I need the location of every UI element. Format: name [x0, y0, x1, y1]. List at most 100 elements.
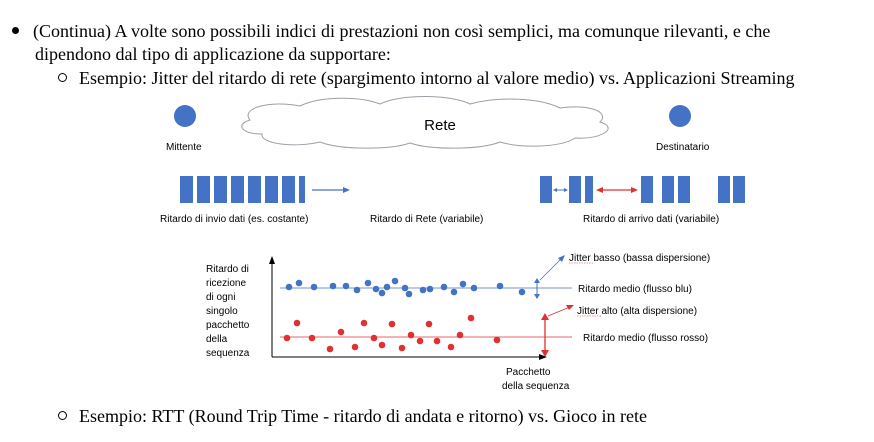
bullet-dot-icon — [12, 27, 19, 35]
jitter-low-label: Jitter basso (bassa dispersione) — [569, 253, 710, 264]
sender-node-icon — [174, 105, 196, 127]
y-axis-label-line: pacchetto — [206, 320, 250, 331]
red-point — [425, 320, 433, 328]
red-point — [493, 336, 501, 344]
sent-packet — [231, 176, 244, 203]
arrival-delay-label: Ritardo di arrivo dati (variabile) — [583, 214, 719, 225]
sub-bullet-jitter: Esempio: Jitter del ritardo di rete (spa… — [58, 67, 795, 89]
blue-point — [426, 285, 434, 293]
red-point — [293, 319, 301, 327]
bullet-circle-icon — [58, 73, 67, 83]
sent-packet — [214, 176, 227, 203]
blue-point — [450, 288, 458, 296]
received-packet — [540, 176, 552, 203]
main-bullet-text-1: (Continua) A volte sono possibili indici… — [33, 21, 771, 41]
blue-point — [353, 286, 361, 294]
blue-point — [383, 283, 391, 291]
y-axis-arrow-icon — [269, 256, 275, 264]
blue-point — [440, 283, 448, 291]
sender-label: Mittente — [166, 142, 202, 153]
y-axis-label-line: sequenza — [206, 348, 250, 359]
received-packet — [662, 176, 674, 203]
received-packet — [733, 176, 745, 203]
blue-point — [401, 284, 409, 292]
sent-packets — [180, 176, 305, 203]
received-packet — [569, 176, 581, 203]
blue-point — [372, 285, 380, 293]
receiver-node-icon — [669, 105, 691, 127]
arrow-head-icon — [564, 188, 568, 192]
sent-packet — [180, 176, 193, 203]
blue-point — [285, 283, 293, 291]
sent-packet — [248, 176, 261, 203]
main-bullet-text-2: dipendono dal tipo di applicazione da su… — [35, 44, 391, 64]
arrow-head-icon — [534, 278, 540, 283]
send-arrow-head-icon — [343, 187, 350, 193]
blue-point — [405, 290, 413, 298]
arrow-head-icon — [553, 188, 557, 192]
y-axis-label: Ritardo di ricezione di ogni singolo pac… — [206, 264, 252, 359]
jitter-high-label: Jitter alto (alta dispersione) — [577, 306, 697, 317]
red-point — [456, 331, 464, 339]
arrow-head-icon — [541, 350, 549, 357]
red-point — [447, 343, 455, 351]
receiver-label: Destinatario — [656, 142, 710, 153]
x-axis-label-line: della sequenza — [502, 381, 570, 392]
arrow-head-icon — [558, 255, 565, 262]
received-packet — [585, 176, 593, 203]
blue-point — [342, 282, 350, 290]
network-delay-label: Ritardo di Rete (variabile) — [370, 214, 483, 225]
y-axis-label-line: ricezione — [206, 278, 246, 289]
arrow-head-icon — [566, 305, 574, 310]
red-point — [283, 334, 291, 342]
sent-packet — [299, 176, 305, 203]
blue-point — [518, 288, 526, 296]
blue-points — [285, 277, 526, 298]
blue-point — [391, 277, 399, 285]
red-point — [433, 337, 441, 345]
sub-bullet-rtt: Esempio: RTT (Round Trip Time - ritardo … — [58, 405, 647, 427]
red-point — [416, 337, 424, 345]
x-axis-label-line: Pacchetto — [506, 367, 551, 378]
received-packet — [678, 176, 690, 203]
arrow-head-icon — [596, 187, 603, 193]
red-point — [326, 345, 334, 353]
received-packet — [718, 176, 730, 203]
red-point — [407, 331, 415, 339]
arrow-head-icon — [534, 294, 540, 299]
mean-red-label: Ritardo medio (flusso rosso) — [583, 333, 708, 344]
red-point — [467, 314, 475, 322]
blue-point — [459, 280, 467, 288]
x-axis-label: Pacchetto della sequenza — [502, 367, 570, 392]
blue-point — [378, 289, 386, 297]
blue-point — [295, 279, 303, 287]
blue-point — [310, 283, 318, 291]
red-point — [337, 328, 345, 336]
red-point — [378, 341, 386, 349]
red-point — [351, 343, 359, 351]
red-point — [388, 320, 396, 328]
sub-bullet-jitter-text: Esempio: Jitter del ritardo di rete (spa… — [79, 68, 795, 88]
red-point — [370, 334, 378, 342]
sub-bullet-rtt-text: Esempio: RTT (Round Trip Time - ritardo … — [79, 406, 648, 426]
red-point — [308, 334, 316, 342]
y-axis-label-line: singolo — [206, 306, 238, 317]
received-packet — [641, 176, 653, 203]
jitter-high-pointer — [547, 306, 571, 317]
y-axis-label-line: della — [206, 334, 228, 345]
main-bullet: (Continua) A volte sono possibili indici… — [12, 20, 770, 42]
jitter-low-pointer — [539, 257, 563, 281]
sent-packet — [282, 176, 295, 203]
y-axis-label-line: Ritardo di — [206, 264, 249, 275]
blue-point — [496, 282, 504, 290]
received-packets — [540, 176, 745, 203]
send-delay-label: Ritardo di invio dati (es. costante) — [160, 214, 308, 225]
network-cloud — [241, 96, 609, 149]
blue-point — [470, 284, 478, 292]
cloud-label: Rete — [424, 117, 456, 134]
blue-point — [364, 279, 372, 287]
red-point — [398, 344, 406, 352]
arrow-head-icon — [541, 313, 549, 320]
blue-point — [329, 282, 337, 290]
